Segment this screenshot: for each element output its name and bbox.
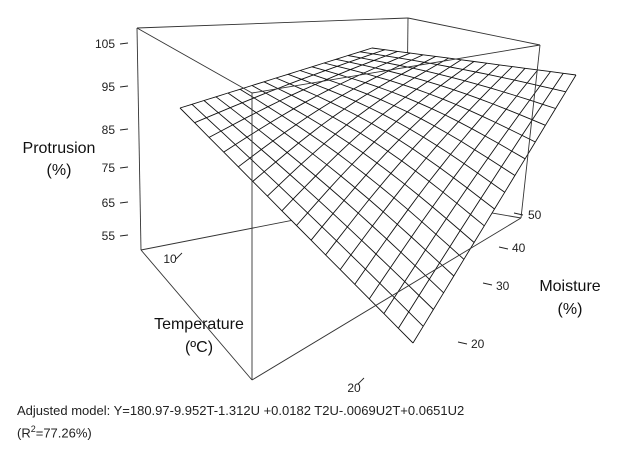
response-surface-mesh <box>179 47 577 344</box>
moisture-axis-unit: (%) <box>558 301 583 318</box>
moisture-tick-label: 40 <box>512 241 526 255</box>
z-tick <box>119 128 129 131</box>
bounding-box-front <box>136 27 541 381</box>
box-edge <box>136 27 142 251</box>
mesh-line-moisture <box>299 70 516 176</box>
mesh-line-moisture <box>203 100 434 310</box>
temperature-axis-unit: (ºC) <box>185 339 213 356</box>
z-tick <box>119 85 129 88</box>
mesh-line-moisture <box>251 85 475 243</box>
mesh-line-moisture <box>359 51 566 93</box>
box-edge <box>407 17 541 46</box>
mesh-line-moisture <box>263 81 485 227</box>
axis-titles: Protrusion (%) Temperature (ºC) Moisture… <box>23 140 601 356</box>
r2-superscript: 2 <box>30 424 36 434</box>
mesh-line-moisture <box>239 88 465 260</box>
temperature-tick <box>357 377 365 385</box>
z-tick-label: 85 <box>102 123 116 137</box>
box-edge <box>251 44 541 94</box>
box-edge <box>520 44 541 219</box>
mesh-line-moisture <box>215 96 444 294</box>
z-tick-label: 75 <box>102 161 116 175</box>
mesh-line-moisture <box>371 47 577 76</box>
moisture-tick <box>482 282 493 286</box>
box-edge <box>251 217 522 381</box>
z-tick <box>119 234 129 237</box>
z-tick-label: 105 <box>95 37 115 51</box>
z-tick-label: 55 <box>102 229 116 243</box>
axis-ticks <box>119 42 524 385</box>
moisture-tick <box>498 246 509 250</box>
moisture-tick-label: 50 <box>528 208 542 222</box>
mesh-line-moisture <box>191 103 424 327</box>
box-edge <box>140 249 253 381</box>
temperature-tick <box>175 252 183 260</box>
mesh-line-moisture <box>323 62 536 143</box>
z-tick <box>119 42 129 45</box>
surface-chart: 105 95 85 75 65 55 10 20 50 40 30 20 Pro… <box>23 17 601 395</box>
mesh-line-moisture <box>179 107 414 344</box>
moisture-axis-title: Moisture <box>539 278 600 295</box>
surface-fill <box>180 48 576 343</box>
mesh-line-moisture <box>335 58 546 126</box>
r2-suffix: =77.26%) <box>35 425 92 441</box>
z-tick <box>119 166 129 169</box>
temperature-tick-label: 20 <box>347 381 361 395</box>
temperature-tick-label: 10 <box>163 252 177 266</box>
r-squared-note: (R2=77.26%) <box>17 424 92 440</box>
temperature-tick-labels: 10 20 <box>163 252 361 395</box>
z-axis-unit: (%) <box>47 162 72 179</box>
temperature-axis-title: Temperature <box>154 316 244 333</box>
box-edge <box>136 17 409 29</box>
z-tick-label: 65 <box>102 196 116 210</box>
z-axis-tick-labels: 105 95 85 75 65 55 <box>95 37 115 243</box>
box-edge <box>136 27 253 94</box>
mesh-line-moisture <box>347 55 556 109</box>
moisture-tick <box>513 212 524 216</box>
model-equation: Adjusted model: Y=180.97-9.952T-1.312U +… <box>17 403 465 418</box>
z-axis-title: Protrusion <box>23 140 96 157</box>
moisture-tick-label: 30 <box>496 279 510 293</box>
mesh-line-moisture <box>227 92 455 277</box>
moisture-tick-labels: 50 40 30 20 <box>471 208 542 351</box>
mesh-line-moisture <box>287 73 505 193</box>
moisture-tick <box>457 341 468 345</box>
z-tick <box>119 201 129 204</box>
r2-prefix: (R <box>17 425 31 441</box>
z-tick-label: 95 <box>102 80 116 94</box>
mesh-line-moisture <box>275 77 495 210</box>
moisture-tick-label: 20 <box>471 337 485 351</box>
